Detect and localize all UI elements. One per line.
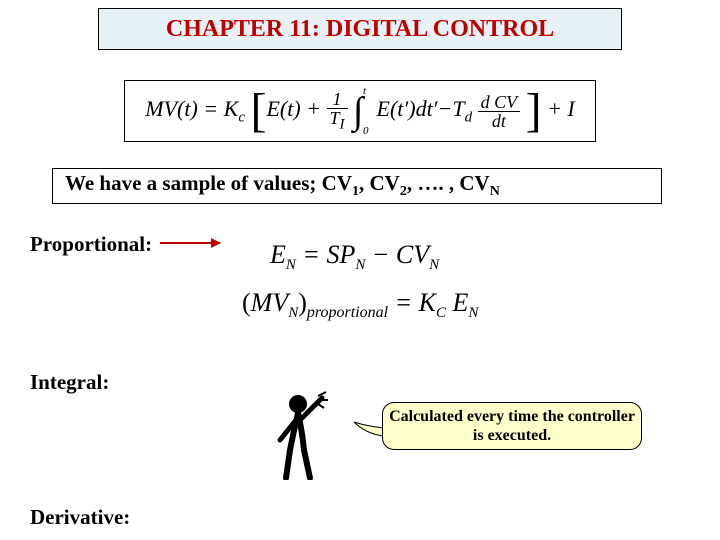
sample-text-prefix: We have a sample of values; — [65, 171, 322, 195]
proportional-arrow-icon — [160, 242, 220, 244]
pid-equation: MV(t) = Kc [E(t) + 1TI t∫0 E(t′)dt′−Td d… — [124, 80, 596, 142]
mv-proportional-equation: (MVN)proportional = KC EN — [242, 288, 478, 322]
callout-box: Calculated every time the controller is … — [382, 402, 642, 450]
person-icon — [270, 390, 340, 480]
proportional-label: Proportional: — [30, 232, 152, 257]
chapter-title-box: CHAPTER 11: DIGITAL CONTROL — [98, 8, 622, 50]
chapter-title: CHAPTER 11: DIGITAL CONTROL — [166, 16, 554, 43]
error-equation: EN = SPN − CVN — [270, 240, 439, 274]
eq-en-lhs: E — [270, 240, 286, 269]
derivative-label: Derivative: — [30, 505, 130, 530]
callout-text: Calculated every time the controller is … — [383, 407, 641, 445]
sample-values-box: We have a sample of values; CV1, CV2, ….… — [52, 168, 662, 204]
integral-label: Integral: — [30, 370, 109, 395]
